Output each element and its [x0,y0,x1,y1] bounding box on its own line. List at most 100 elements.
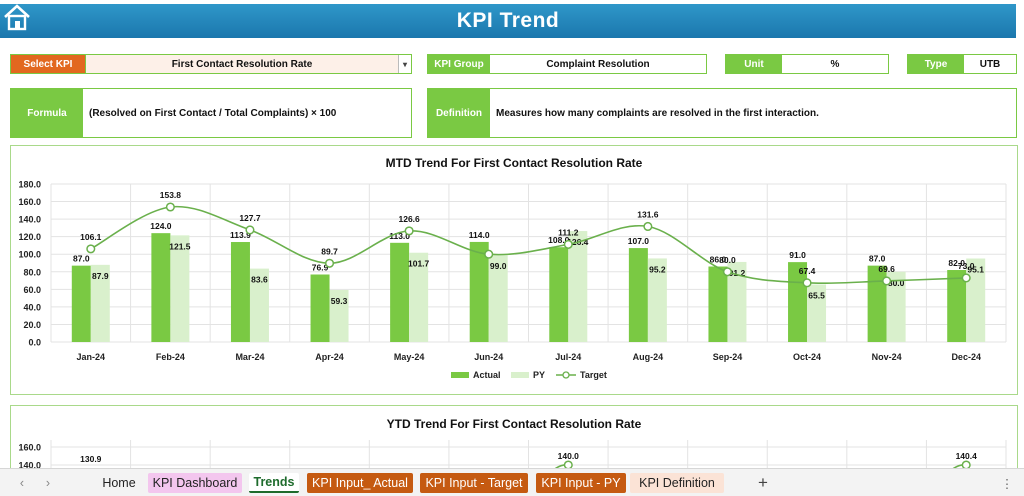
definition-box: Definition Measures how many complaints … [427,88,1017,138]
x-tick-label: Jun-24 [474,352,503,362]
data-label-target: 80.0 [719,255,736,265]
target-point [722,267,733,277]
data-label-target: 131.6 [637,209,659,219]
y-tick-label: 160.0 [18,443,41,453]
data-label-actual: 87.0 [869,254,886,264]
tab-kpi-definition[interactable]: KPI Definition [630,473,724,493]
bar-py [966,258,986,342]
definition-label: Definition [428,89,490,137]
bar-py [807,284,827,342]
data-label-actual: 76.9 [312,262,329,272]
bar-actual [230,242,250,342]
data-label-py: 59.3 [331,296,348,306]
kpi-group-label: KPI Group [428,55,490,73]
tab-kpi-dashboard[interactable]: KPI Dashboard [148,473,242,493]
legend-label: Actual [473,370,501,380]
data-label-target: 153.8 [160,190,182,200]
legend-swatch [451,372,469,378]
bar-py [647,258,667,342]
y-tick-label: 40.0 [23,302,41,312]
data-label-actual: 107.0 [628,236,650,246]
bar-py [409,252,429,342]
target-point [165,202,175,212]
x-tick-label: Aug-24 [633,352,664,362]
tab-trends[interactable]: Trends [249,473,299,493]
target-point [245,225,255,235]
target-point [86,244,96,254]
data-label-actual: 113.9 [230,230,251,240]
chevron-down-icon[interactable]: ▾ [398,55,411,73]
tab-home[interactable]: Home [102,476,136,490]
type-label: Type [908,55,964,73]
data-label-py: 80.0 [888,278,905,288]
target-point [324,258,335,268]
add-sheet-button[interactable]: + [758,473,768,492]
tab-kpi-input-py[interactable]: KPI Input - PY [536,473,626,493]
definition-text: Measures how many complaints are resolve… [496,107,819,119]
data-label-target: 126.6 [398,214,420,224]
data-label-target: 140.0 [558,451,580,461]
data-label-target: 130.9 [80,454,102,464]
target-point [404,226,414,236]
select-kpi-label: Select KPI [11,55,85,73]
legend-swatch [511,372,529,378]
bar-py [329,289,349,342]
unit-value: % [782,55,888,73]
data-label-py: 95.1 [967,265,984,275]
data-label-py: 95.2 [649,264,666,274]
data-label-py: 99.0 [490,261,507,271]
data-label-actual: 114.0 [469,230,490,240]
scroll-left-icon[interactable]: ‹ [19,476,25,490]
legend-label: Target [580,370,607,380]
y-tick-label: 180.0 [18,180,41,190]
y-tick-label: 140.0 [18,215,41,225]
bar-actual [708,266,728,342]
y-tick-label: 120.0 [18,232,41,242]
x-tick-label: Oct-24 [793,352,821,362]
data-label-actual: 87.0 [73,254,90,264]
kpi-group-value: Complaint Resolution [490,55,706,73]
bar-py [249,268,269,342]
y-tick-label: 100.0 [18,250,41,260]
bar-actual [151,233,171,342]
data-label-target: 67.4 [799,266,816,276]
data-label-target: 111.2 [558,227,579,237]
unit-label: Unit [726,55,782,73]
data-label-actual: 108.0 [548,235,570,245]
bar-actual [947,270,967,342]
scroll-right-icon[interactable]: › [45,476,51,490]
x-tick-label: Jul-24 [555,352,581,362]
bar-actual [628,248,648,342]
ytd-chart-title: YTD Trend For First Contact Resolution R… [386,417,642,431]
more-options-icon[interactable]: ⋮ [1000,476,1014,491]
data-label-actual: 124.0 [150,221,172,231]
formula-box: Formula (Resolved on First Contact / Tot… [10,88,412,138]
y-tick-label: 160.0 [18,197,41,207]
x-tick-label: Sep-24 [713,352,743,362]
target-point [882,276,892,286]
kpi-group-control: KPI Group Complaint Resolution [427,54,707,74]
data-label-actual: 113.0 [389,231,410,241]
select-kpi-control: Select KPI First Contact Resolution Rate… [10,54,412,74]
ytd-chart: 140.0 160.0 130.9 140.0 140.4 [18,440,1007,484]
bar-actual [390,242,410,342]
bar-actual [549,247,569,342]
mtd-chart-panel: MTD Trend For First Contact Resolution R… [10,145,1018,395]
y-tick-label: 60.0 [23,285,41,295]
target-point [961,273,971,283]
select-kpi-dropdown[interactable]: First Contact Resolution Rate [85,55,398,73]
page-title: KPI Trend [456,9,560,32]
bar-py [488,255,508,342]
bar-py [90,264,110,342]
bar-py [886,271,906,342]
tab-kpi-input-target[interactable]: KPI Input - Target [420,473,528,493]
data-label-py: 91.2 [729,268,746,278]
bar-py [170,235,190,342]
formula-label: Formula [11,89,83,137]
home-icon[interactable] [2,2,32,32]
bar-actual [469,241,489,342]
y-tick-label: 20.0 [23,320,41,330]
x-tick-label: Jan-24 [77,352,106,362]
target-point [484,249,494,259]
tab-kpi-input-actual[interactable]: KPI Input_ Actual [307,473,413,493]
